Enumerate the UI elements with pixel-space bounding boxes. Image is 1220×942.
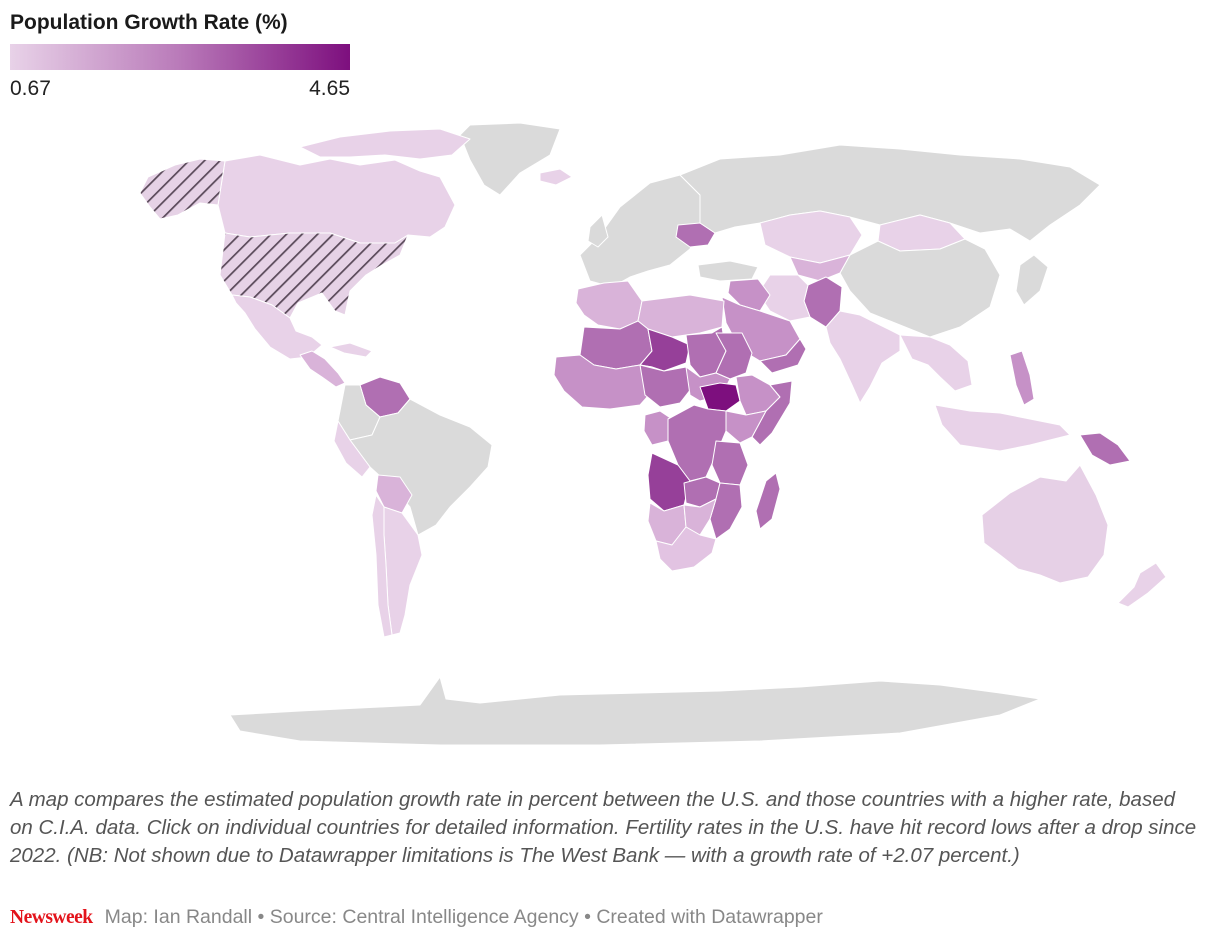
country-kazakhstan[interactable] <box>759 210 863 264</box>
legend: Population Growth Rate (%) 0.67 4.65 <box>10 10 355 101</box>
region-caribbean[interactable] <box>329 342 373 358</box>
region-central-america[interactable] <box>299 350 346 388</box>
country-australia[interactable] <box>981 464 1109 584</box>
legend-color-bar <box>10 44 350 70</box>
country-south-africa[interactable] <box>655 526 717 572</box>
legend-title: Population Growth Rate (%) <box>10 11 288 34</box>
country-india[interactable] <box>825 310 901 404</box>
country-madagascar[interactable] <box>755 472 781 530</box>
country-iceland[interactable] <box>539 168 573 186</box>
country-russia[interactable] <box>679 144 1101 242</box>
country-nigeria[interactable] <box>639 364 695 408</box>
map-description: A map compares the estimated population … <box>10 788 1197 867</box>
footer: Newsweek Map: Ian Randall • Source: Centr… <box>10 906 823 929</box>
region-antarctica[interactable] <box>229 676 1041 746</box>
world-map[interactable] <box>0 115 1220 755</box>
country-tanzania[interactable] <box>711 440 749 486</box>
country-indonesia[interactable] <box>934 404 1071 452</box>
country-south-sudan[interactable] <box>699 382 741 412</box>
country-china[interactable] <box>839 238 1001 338</box>
country-papua-new-guinea[interactable] <box>1079 432 1131 466</box>
country-greenland[interactable] <box>459 122 561 196</box>
region-southeast-asia[interactable] <box>899 334 973 392</box>
country-yemen[interactable] <box>759 338 807 374</box>
country-new-zealand[interactable] <box>1117 562 1167 608</box>
country-sudan[interactable] <box>715 332 753 380</box>
legend-max-label: 4.65 <box>309 77 350 100</box>
country-canada-islands[interactable] <box>299 128 471 160</box>
country-uk[interactable] <box>587 214 609 248</box>
country-japan[interactable] <box>1015 254 1049 306</box>
country-canada[interactable] <box>217 154 456 244</box>
newsweek-logo[interactable]: Newsweek <box>10 907 93 928</box>
country-peru[interactable] <box>333 420 371 478</box>
country-philippines[interactable] <box>1009 350 1035 406</box>
footer-credits: Map: Ian Randall • Source: Central Intel… <box>104 906 823 928</box>
legend-min-label: 0.67 <box>10 77 51 100</box>
country-algeria[interactable] <box>575 280 643 330</box>
country-mexico[interactable] <box>231 294 323 360</box>
country-usa-alaska[interactable] <box>139 158 226 220</box>
country-chile[interactable] <box>371 494 393 638</box>
country-turkey[interactable] <box>697 260 759 282</box>
country-somalia[interactable] <box>751 380 793 446</box>
